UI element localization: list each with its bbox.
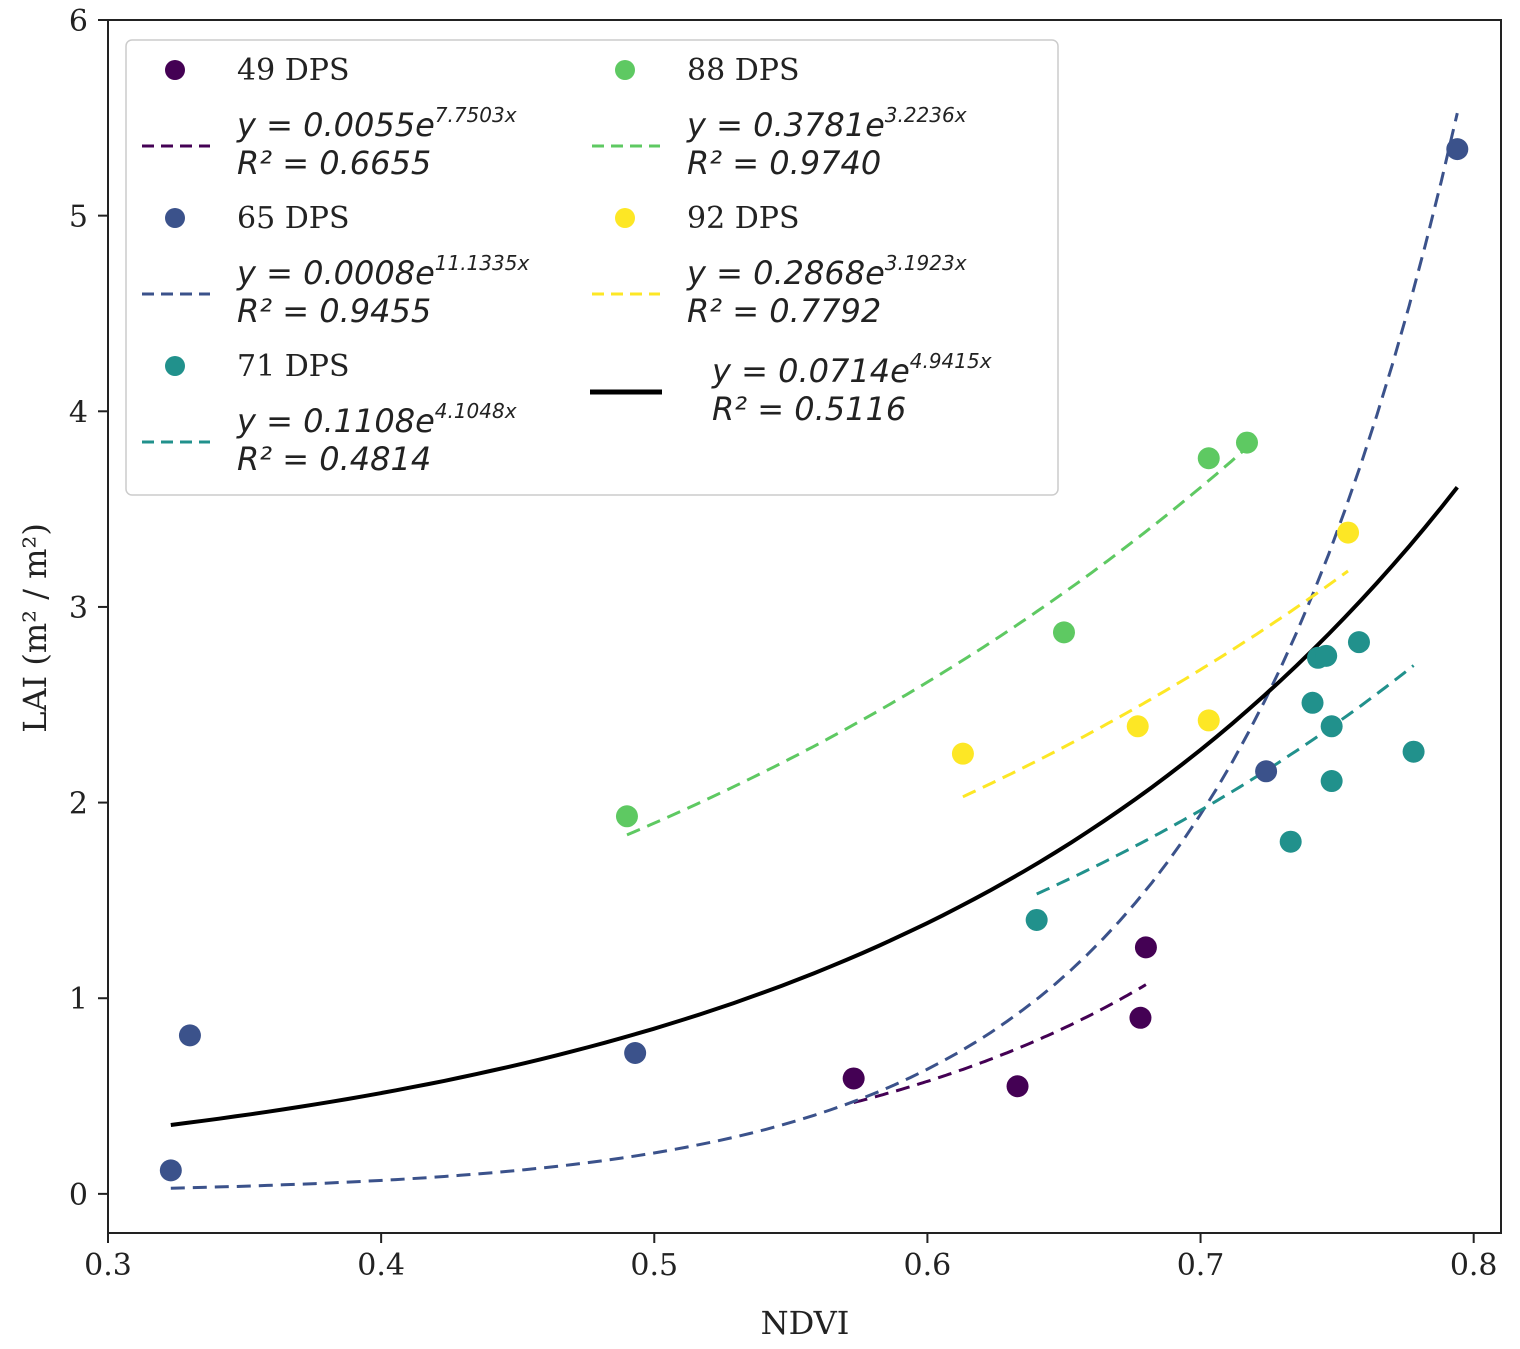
- y-tick-label: 1: [69, 982, 88, 1017]
- x-tick-label: 0.5: [630, 1248, 678, 1283]
- y-axis-ticks: 0 1 2 3 4 5 6: [69, 4, 108, 1213]
- overall-fit-line: [170, 486, 1459, 1127]
- x-tick-label: 0.8: [1450, 1248, 1498, 1283]
- y-axis-label: LAI (m² / m²): [16, 523, 54, 733]
- y-tick-label: 0: [69, 1178, 88, 1213]
- data-point-49-dps: [1134, 936, 1157, 959]
- y-tick-label: 6: [69, 4, 88, 39]
- legend-frame: [125, 39, 1059, 496]
- x-tick-label: 0.7: [1177, 1248, 1225, 1283]
- x-axis-ticks: 0.3 0.4 0.5 0.6 0.7 0.8: [84, 1233, 1498, 1283]
- x-tick-label: 0.6: [904, 1248, 952, 1283]
- legend-label-71-dps: 71 DPS: [237, 349, 350, 384]
- data-point-65-dps: [178, 1024, 201, 1047]
- legend-r2-71-dps: R² = 0.4814: [237, 440, 431, 478]
- x-tick-label: 0.3: [84, 1248, 132, 1283]
- x-axis-label: NDVI: [761, 1304, 850, 1342]
- fit-line-65-dps: [170, 112, 1459, 1190]
- legend-equation-92-dps: y = 0.2868e3.1923x: [686, 251, 967, 292]
- data-point-49-dps: [842, 1067, 865, 1090]
- legend-marker-65-dps: [165, 208, 185, 228]
- data-point-65-dps: [1446, 138, 1469, 161]
- legend-r2-65-dps: R² = 0.9455: [237, 292, 431, 330]
- legend-marker-49-dps: [165, 60, 185, 80]
- y-tick-label: 3: [69, 591, 88, 626]
- data-point-65-dps: [624, 1042, 647, 1065]
- data-point-71-dps: [1315, 644, 1338, 667]
- data-point-71-dps: [1025, 908, 1048, 931]
- fit-lines: [170, 112, 1459, 1190]
- y-tick-label: 5: [69, 200, 88, 235]
- legend-equation-49-dps: y = 0.0055e7.7503x: [236, 103, 517, 144]
- legend-r2-49-dps: R² = 0.6655: [237, 144, 431, 182]
- data-point-88-dps: [1197, 447, 1220, 470]
- legend-equation-overall: y = 0.0714e4.9415x: [711, 349, 992, 390]
- data-point-71-dps: [1320, 770, 1343, 793]
- legend-marker-71-dps: [165, 356, 185, 376]
- data-point-88-dps: [615, 805, 638, 828]
- legend-label-92-dps: 92 DPS: [687, 201, 800, 236]
- data-point-92-dps: [1337, 521, 1360, 544]
- data-point-65-dps: [159, 1159, 182, 1182]
- data-point-71-dps: [1402, 740, 1425, 763]
- legend-equation-65-dps: y = 0.0008e11.1335x: [236, 251, 529, 292]
- data-point-92-dps: [951, 742, 974, 765]
- data-point-92-dps: [1126, 715, 1149, 738]
- data-point-49-dps: [1006, 1075, 1029, 1098]
- data-point-71-dps: [1279, 830, 1302, 853]
- legend-label-65-dps: 65 DPS: [237, 201, 350, 236]
- data-point-88-dps: [1052, 621, 1075, 644]
- data-point-49-dps: [1129, 1006, 1152, 1029]
- data-point-71-dps: [1301, 691, 1324, 714]
- data-point-88-dps: [1235, 431, 1258, 454]
- legend-label-49-dps: 49 DPS: [237, 53, 350, 88]
- x-tick-label: 0.4: [357, 1248, 405, 1283]
- data-point-71-dps: [1320, 715, 1343, 738]
- legend-equation-88-dps: y = 0.3781e3.2236x: [686, 103, 967, 144]
- plot-frame: [107, 19, 1502, 1234]
- data-point-92-dps: [1197, 709, 1220, 732]
- legend-r2-92-dps: R² = 0.7792: [687, 292, 881, 330]
- data-point-65-dps: [1255, 760, 1278, 783]
- legend-marker-88-dps: [615, 60, 635, 80]
- legend-label-88-dps: 88 DPS: [687, 53, 800, 88]
- data-point-71-dps: [1347, 631, 1370, 654]
- legend-marker-92-dps: [615, 208, 635, 228]
- fit-line-92-dps: [962, 569, 1349, 799]
- legend-r2-88-dps: R² = 0.9740: [687, 144, 881, 182]
- legend-r2-overall: R² = 0.5116: [712, 390, 906, 428]
- y-tick-label: 2: [69, 787, 88, 822]
- y-tick-label: 4: [69, 395, 88, 430]
- fit-line-49-dps: [853, 983, 1147, 1105]
- fit-line-88-dps: [626, 446, 1248, 837]
- fit-line-71-dps: [1036, 664, 1415, 896]
- data-points: [159, 138, 1469, 1182]
- legend-equation-71-dps: y = 0.1108e4.1048x: [236, 399, 517, 440]
